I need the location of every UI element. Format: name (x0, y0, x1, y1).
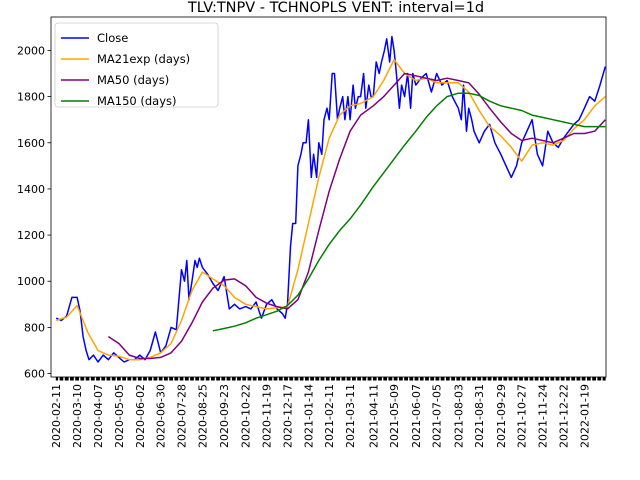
x-tick-label-12: 2021-01-14 (302, 384, 315, 448)
legend-label-2: MA50 (days) (97, 73, 169, 87)
x-tick-label-5: 2020-06-30 (155, 384, 168, 448)
x-tick-label-11: 2020-12-17 (282, 384, 295, 448)
x-tick-label-0: 2020-02-11 (50, 384, 63, 448)
x-tick-label-14: 2021-03-11 (344, 384, 357, 448)
y-tick-label-1: 800 (24, 321, 45, 334)
series-line-0 (55, 35, 607, 363)
legend-box (54, 22, 219, 108)
x-tick-label-16: 2021-05-09 (388, 384, 401, 448)
y-tick-label-6: 1800 (17, 91, 45, 104)
series-line-3 (212, 92, 606, 332)
x-tick-label-6: 2020-07-28 (176, 384, 189, 448)
y-tick-label-0: 600 (24, 368, 45, 381)
x-tick-label-13: 2021-02-11 (323, 384, 336, 448)
x-tick-label-21: 2021-09-29 (495, 384, 508, 448)
legend-label-3: MA150 (days) (97, 94, 177, 108)
x-tick-label-24: 2021-12-22 (558, 384, 571, 448)
plot-lines (55, 35, 607, 363)
x-tick-label-8: 2020-09-23 (218, 384, 231, 448)
legend-label-0: Close (97, 31, 128, 45)
x-tick-label-3: 2020-05-05 (113, 384, 126, 448)
legend-label-1: MA21exp (days) (97, 52, 190, 66)
legend: Close MA21exp (days) MA50 (days) MA150 (day… (54, 22, 219, 108)
x-minor-ticks (55, 377, 606, 381)
x-tick-label-23: 2021-11-24 (537, 384, 550, 448)
y-tick-label-5: 1600 (17, 137, 45, 150)
series-line-2 (107, 72, 606, 360)
x-tick-label-7: 2020-08-25 (196, 384, 209, 448)
x-tick-label-1: 2020-03-10 (71, 384, 84, 448)
y-tick-label-3: 1200 (17, 229, 45, 242)
x-tick-label-10: 2020-11-19 (261, 384, 274, 448)
x-tick-label-19: 2021-08-03 (452, 384, 465, 448)
x-tick-label-18: 2021-07-05 (431, 384, 444, 448)
x-tick-label-9: 2020-10-22 (240, 384, 253, 448)
y-axis: 600 800 1000 1200 1400 1600 1800 2000 (17, 44, 51, 381)
x-tick-label-25: 2022-01-19 (578, 384, 591, 448)
chart-title: TLV:TNPV - TCHNOPLS VENT: interval=1d (187, 0, 484, 16)
x-tick-label-2: 2020-04-07 (92, 384, 105, 448)
x-tick-label-22: 2021-10-27 (516, 384, 529, 448)
x-tick-label-17: 2021-06-07 (410, 384, 423, 448)
y-tick-label-2: 1000 (17, 275, 45, 288)
y-tick-label-7: 2000 (17, 44, 45, 57)
x-tick-label-4: 2020-06-02 (134, 384, 147, 448)
y-tick-label-4: 1400 (17, 183, 45, 196)
x-tick-label-15: 2021-04-11 (367, 384, 380, 448)
x-tick-label-20: 2021-08-31 (473, 384, 486, 448)
x-axis: 2020-02-11 2020-03-10 2020-04-07 2020-05-05… (50, 377, 606, 448)
